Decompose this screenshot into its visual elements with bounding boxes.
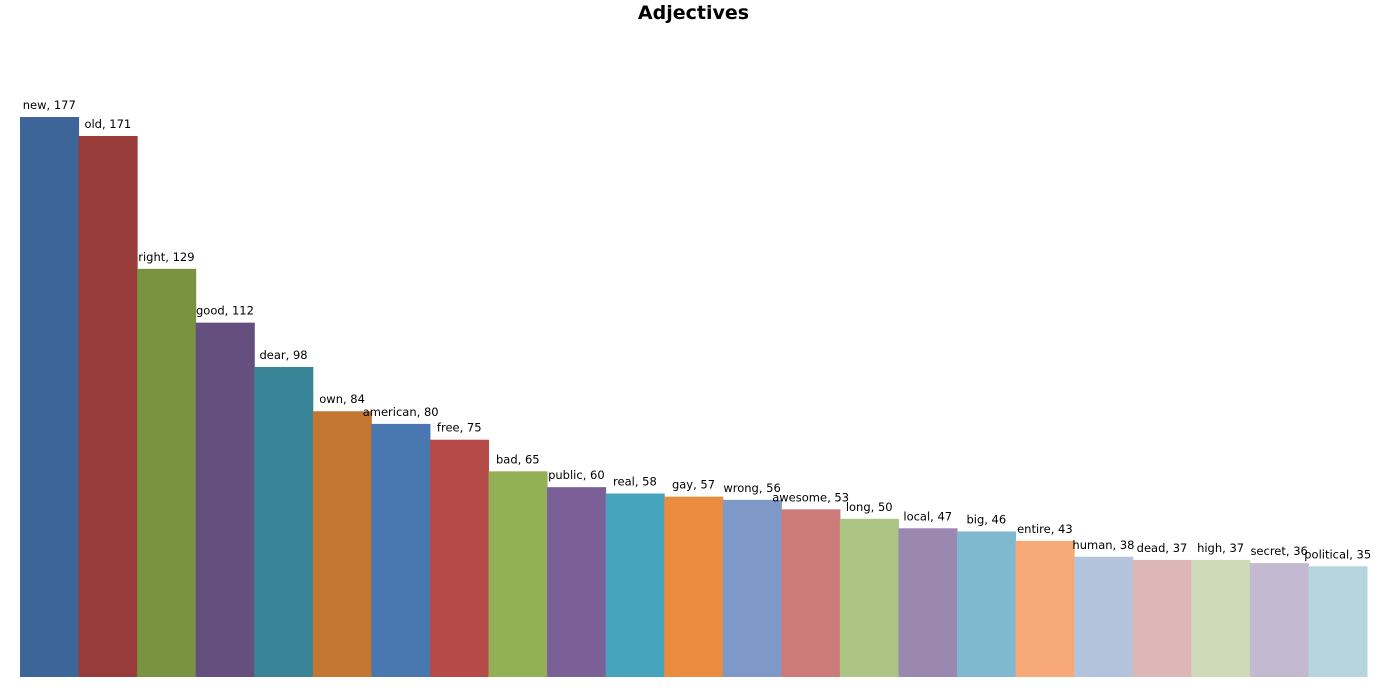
- chart-title: Adjectives: [637, 2, 750, 24]
- bar-american: [371, 423, 431, 677]
- bar-dear: [254, 366, 314, 677]
- data-label-entire: entire, 43: [1017, 522, 1073, 536]
- bars-group: [20, 117, 1368, 678]
- bar-dead: [1132, 559, 1192, 677]
- bar-entire: [1015, 540, 1075, 677]
- data-labels-group: new, 177 old, 171 right, 129 good, 112 dear,…: [23, 98, 1371, 561]
- bar-old: [78, 135, 138, 678]
- bar-real: [605, 493, 665, 677]
- data-label-long: long, 50: [846, 500, 893, 514]
- bar-public: [547, 487, 607, 677]
- data-label-wrong: wrong, 56: [723, 481, 780, 495]
- data-label-awesome: awesome, 53: [772, 490, 849, 504]
- bar-right: [137, 268, 197, 677]
- data-label-local: local, 47: [903, 509, 952, 523]
- data-label-bad: bad, 65: [496, 452, 540, 466]
- data-label-dear: dear, 98: [259, 348, 307, 362]
- data-label-good: good, 112: [196, 304, 254, 318]
- bar-human: [1074, 556, 1134, 677]
- bar-free: [429, 439, 490, 677]
- bar-wrong: [722, 499, 782, 677]
- data-label-own: own, 84: [319, 392, 365, 406]
- data-label-right: right, 129: [138, 250, 194, 264]
- bar-secret: [1249, 563, 1309, 677]
- data-label-old: old, 171: [84, 117, 131, 131]
- data-label-american: american, 80: [363, 405, 439, 419]
- data-label-real: real, 58: [613, 475, 657, 489]
- data-label-high: high, 37: [1197, 541, 1244, 555]
- bar-awesome: [781, 509, 841, 677]
- bar-political: [1308, 566, 1368, 677]
- bar-gay: [664, 496, 724, 677]
- data-label-big: big, 46: [966, 512, 1006, 526]
- bar-bad: [488, 471, 548, 677]
- bar-big: [957, 531, 1017, 677]
- data-label-gay: gay, 57: [672, 478, 715, 492]
- data-label-secret: secret, 36: [1250, 544, 1307, 558]
- data-label-free: free, 75: [437, 421, 482, 435]
- bar-high: [1191, 559, 1251, 677]
- data-label-political: political, 35: [1304, 547, 1371, 561]
- bar-new: [20, 117, 80, 677]
- data-label-human: human, 38: [1072, 538, 1134, 552]
- bar-good: [195, 322, 255, 677]
- bar-local: [898, 528, 958, 677]
- bar-own: [312, 411, 372, 677]
- data-label-dead: dead, 37: [1137, 541, 1188, 555]
- bar-long: [839, 518, 899, 677]
- data-label-new: new, 177: [23, 98, 76, 112]
- data-label-public: public, 60: [548, 468, 605, 482]
